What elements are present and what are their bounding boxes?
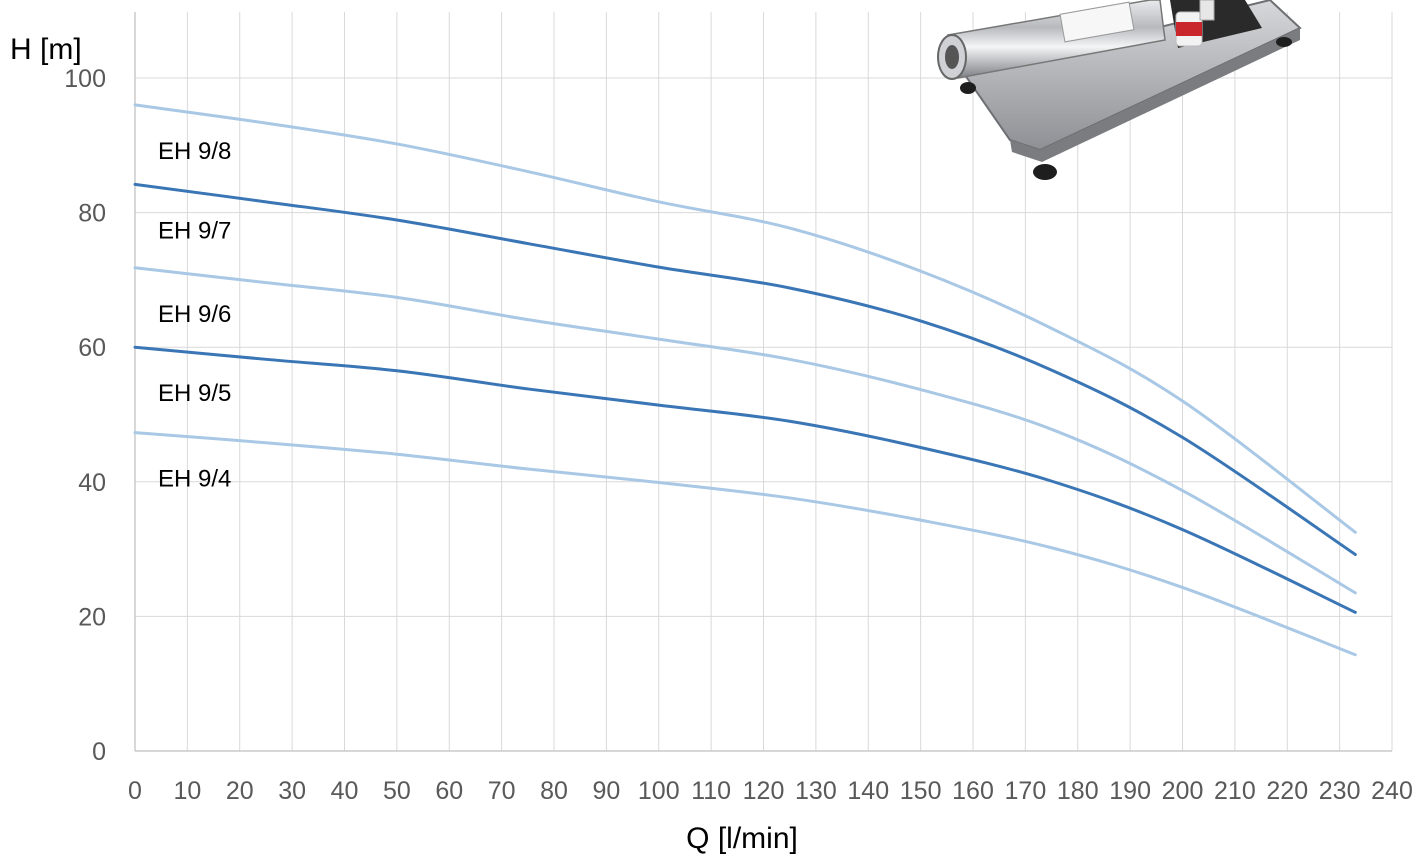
- x-tick-label: 220: [1266, 777, 1308, 805]
- x-tick-label: 120: [743, 777, 785, 805]
- y-tick-labels: 0 20 40 60 80 100: [64, 65, 106, 766]
- x-tick-label: 80: [540, 777, 568, 805]
- y-tick-label: 80: [78, 200, 106, 228]
- series-line-eh-9-4: [133, 431, 1357, 657]
- series-label: EH 9/4: [158, 466, 231, 493]
- series-label: EH 9/5: [158, 380, 231, 407]
- series-curves: [133, 103, 1357, 657]
- grid: [135, 12, 1393, 751]
- x-tick-label: 150: [900, 777, 942, 805]
- x-tick-label: 210: [1214, 777, 1256, 805]
- x-tick-label: 190: [1109, 777, 1151, 805]
- x-tick-label: 240: [1371, 777, 1413, 805]
- x-tick-label: 160: [952, 777, 994, 805]
- y-tick-label: 0: [92, 738, 106, 766]
- series-label: EH 9/7: [158, 217, 231, 244]
- x-tick-label: 30: [278, 777, 306, 805]
- y-tick-label: 100: [64, 65, 106, 93]
- y-tick-label: 20: [78, 603, 106, 631]
- y-axis-label: H [m]: [10, 33, 82, 66]
- x-tick-label: 200: [1162, 777, 1204, 805]
- series-line-eh-9-7: [133, 182, 1357, 556]
- x-tick-label: 40: [331, 777, 359, 805]
- y-tick-label: 60: [78, 334, 106, 362]
- x-tick-label: 70: [488, 777, 516, 805]
- x-tick-label: 230: [1319, 777, 1361, 805]
- x-tick-label: 20: [226, 777, 254, 805]
- x-tick-label: 110: [691, 777, 731, 805]
- series-line-eh-9-5: [133, 345, 1357, 614]
- x-tick-label: 140: [847, 777, 889, 805]
- x-tick-label: 0: [128, 777, 142, 805]
- x-tick-label: 60: [435, 777, 463, 805]
- x-tick-label: 100: [638, 777, 680, 805]
- x-tick-label: 130: [795, 777, 837, 805]
- x-tick-labels: 0 10 20 30 40 50 60 70 80 90 100 110 120 130 140 150 160…: [128, 777, 1413, 805]
- x-tick-label: 50: [383, 777, 411, 805]
- series-line-eh-9-6: [133, 266, 1357, 595]
- x-tick-label: 90: [592, 777, 620, 805]
- pump-photo: [937, 0, 1302, 180]
- x-tick-label: 10: [173, 777, 201, 805]
- axes: [134, 12, 1392, 752]
- series-label: EH 9/8: [158, 138, 231, 165]
- x-tick-label: 170: [1005, 777, 1047, 805]
- x-tick-label: 180: [1057, 777, 1099, 805]
- series-line-eh-9-8: [133, 103, 1357, 534]
- series-labels: EH 9/8 EH 9/7 EH 9/6 EH 9/5 EH 9/4: [158, 138, 231, 493]
- y-tick-label: 40: [78, 469, 106, 497]
- series-label: EH 9/6: [158, 301, 231, 328]
- x-axis-label: Q [l/min]: [686, 822, 798, 855]
